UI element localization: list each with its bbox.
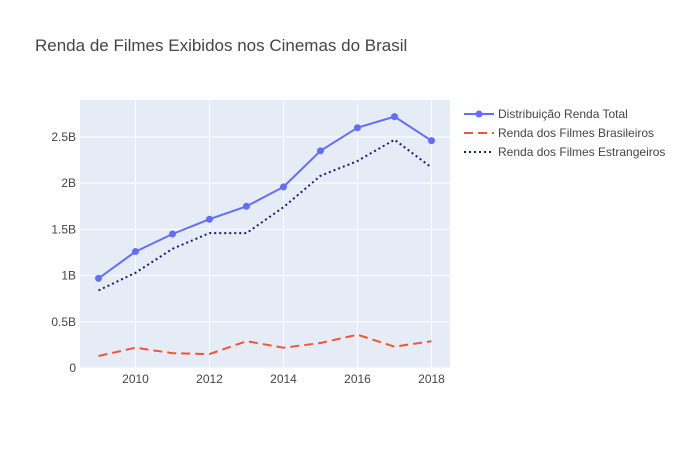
x-tick-label: 2016 (344, 372, 371, 386)
data-point (354, 124, 361, 132)
y-tick-label: 0 (69, 361, 76, 375)
legend-label: Renda dos Filmes Brasileiros (498, 126, 654, 140)
legend-label: Distribuição Renda Total (498, 107, 628, 121)
chart-title: Renda de Filmes Exibidos nos Cinemas do … (35, 36, 407, 55)
legend-label: Renda dos Filmes Estrangeiros (498, 145, 665, 159)
x-tick-label: 2014 (270, 372, 297, 386)
data-point (391, 113, 398, 121)
legend-marker (475, 110, 483, 118)
data-point (206, 215, 213, 223)
series-layer (95, 113, 435, 357)
series-line-1 (98, 333, 432, 357)
y-tick-label: 0.5B (51, 315, 76, 329)
data-point (243, 202, 250, 210)
axis-tick-labels: 2010 2012 2014 2016 2018 0 0.5B 1B 1.5B 2B 2.5B (51, 130, 445, 386)
data-point (95, 274, 102, 282)
x-tick-label: 2012 (196, 372, 223, 386)
series-line-0 (97, 115, 433, 280)
y-tick-label: 2.5B (51, 130, 76, 144)
y-tick-label: 1.5B (51, 222, 76, 236)
x-tick-label: 2010 (122, 372, 149, 386)
data-point (169, 230, 176, 238)
x-tick-label: 2018 (418, 372, 445, 386)
data-point (280, 183, 287, 191)
plot-area (80, 100, 450, 368)
data-point (132, 248, 139, 256)
legend: Distribuição Renda Total Renda dos Filmes… (464, 107, 665, 159)
y-tick-label: 2B (61, 176, 76, 190)
data-point (428, 137, 435, 145)
y-tick-label: 1B (61, 269, 76, 283)
data-point (317, 147, 324, 155)
